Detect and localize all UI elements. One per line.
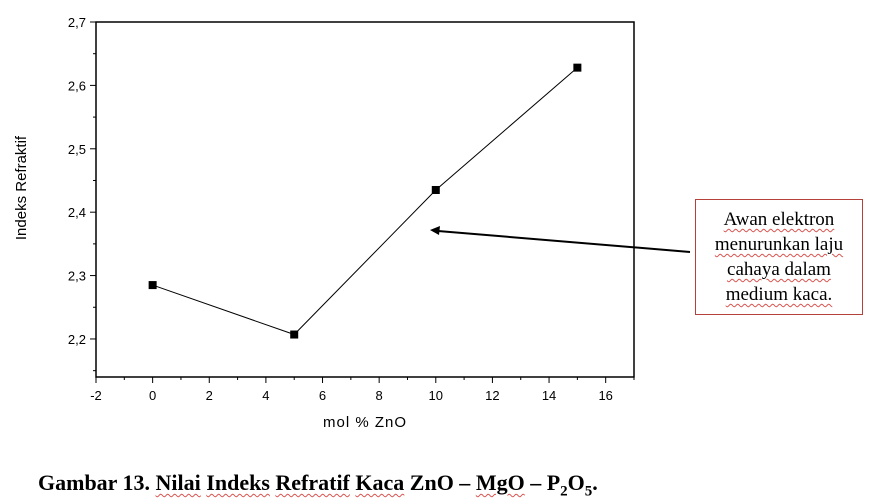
axes	[95, 21, 635, 378]
series	[148, 63, 582, 339]
data-point-3	[573, 63, 582, 72]
x-tick-label-2: 2	[206, 388, 213, 403]
caption-o: O	[567, 470, 585, 495]
data-point-1	[290, 330, 299, 339]
x-tick-label-9: 16	[598, 388, 612, 403]
y-tick-label-2: 2,4	[68, 205, 86, 220]
caption-end: .	[592, 470, 598, 495]
caption-mid: ZnO –	[404, 470, 476, 495]
data-point-2	[431, 185, 440, 194]
x-tick-label-4: 6	[319, 388, 326, 403]
annotation-box: Awan elektron menurunkan laju cahaya dal…	[695, 199, 863, 315]
caption-word-5: MgO	[475, 470, 525, 495]
y-axis-title: Indeks Refraktif	[13, 135, 30, 240]
y-tick-label-4: 2,6	[68, 78, 86, 93]
annotation-text: Awan elektron menurunkan laju cahaya dal…	[714, 209, 844, 305]
y-tick-label-1: 2,3	[68, 269, 86, 284]
x-tick-label-1: 0	[149, 388, 156, 403]
series-line	[152, 67, 578, 336]
caption-sub-2: 5	[584, 483, 593, 500]
x-tick-label-3: 4	[262, 388, 269, 403]
y-tick-label-0: 2,2	[68, 332, 86, 347]
x-tick-label-8: 14	[542, 388, 556, 403]
x-tick-label-5: 8	[376, 388, 383, 403]
annotation-arrow	[430, 226, 691, 253]
x-axis-title: mol % ZnO	[323, 414, 407, 431]
caption-sub-1: 2	[560, 483, 568, 500]
data-point-0	[148, 281, 157, 290]
x-tick-label-0: -2	[90, 388, 102, 403]
y-tick-label-5: 2,7	[68, 15, 86, 30]
ticks: -2 0 2 4 6 8 10 12 14 16 2,2 2,3 2,4 2,5 2,6 2,7	[68, 15, 635, 403]
caption-word-1: Nilai	[155, 470, 201, 495]
plot-frame	[95, 21, 635, 378]
caption-word-4: Kaca	[355, 470, 405, 495]
x-tick-label-7: 12	[485, 388, 499, 403]
caption-word-3: Refratif	[275, 470, 350, 495]
x-tick-label-6: 10	[429, 388, 443, 403]
figure-caption: Gambar 13. Nilai Indeks Refratif Kaca Zn…	[38, 470, 598, 500]
caption-word-2: Indeks	[206, 470, 270, 495]
y-tick-label-3: 2,5	[68, 142, 86, 157]
caption-dash: – P	[524, 470, 561, 495]
caption-prefix: Gambar 13.	[38, 470, 156, 495]
